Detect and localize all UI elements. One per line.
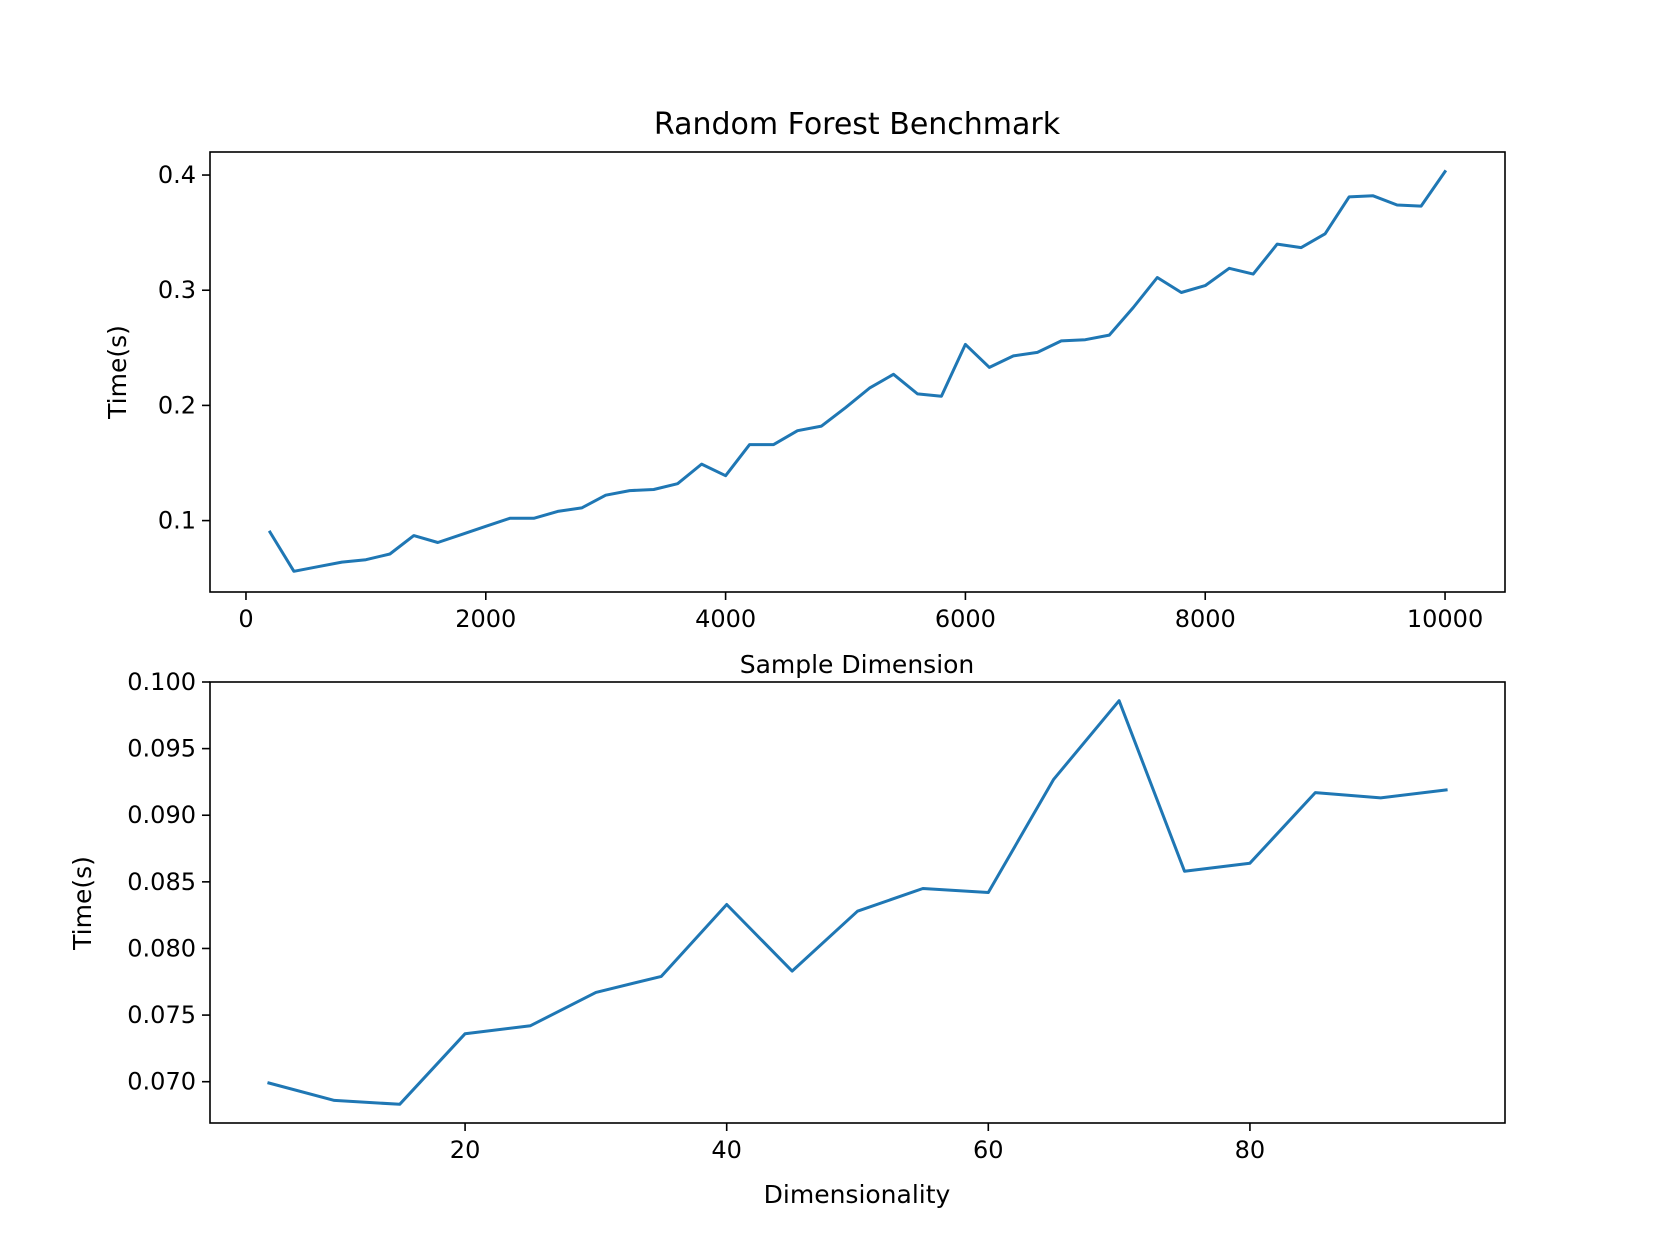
tick-labels: 0 2000 4000 6000 8000 10000 0.1 0.2 0.3 0.4 bbox=[158, 161, 1483, 633]
y-tick-label: 0.070 bbox=[127, 1068, 196, 1096]
x-tick-label: 60 bbox=[973, 1136, 1004, 1164]
x-tick-label: 0 bbox=[238, 605, 253, 633]
y-tick-label: 0.1 bbox=[158, 507, 196, 535]
sample-dimension-plot: Random Forest Benchmark 0 2000 4000 6000 800… bbox=[103, 107, 1506, 679]
x-tick-label: 40 bbox=[711, 1136, 742, 1164]
x-tick-label: 10000 bbox=[1407, 605, 1483, 633]
y-tick-label: 0.075 bbox=[127, 1001, 196, 1029]
y-tick-label: 0.100 bbox=[127, 668, 196, 696]
y-tick-label: 0.080 bbox=[127, 934, 196, 962]
y-tick-label: 0.2 bbox=[158, 391, 196, 419]
y-tick-label: 0.085 bbox=[127, 868, 196, 896]
plot-frame bbox=[209, 151, 1506, 593]
timing-line bbox=[267, 169, 1448, 573]
y-tick-label: 0.3 bbox=[158, 276, 196, 304]
x-tick-label: 6000 bbox=[935, 605, 996, 633]
chart-title: Random Forest Benchmark bbox=[654, 107, 1061, 142]
tick-labels: 20 40 60 80 0.070 0.075 0.080 0.085 0.090 0.095 0.… bbox=[127, 668, 1265, 1164]
y-axis-label: Time(s) bbox=[68, 856, 97, 951]
x-tick-label: 8000 bbox=[1175, 605, 1236, 633]
axis-ticks bbox=[202, 681, 1251, 1131]
axis-ticks bbox=[202, 174, 1446, 600]
timing-line bbox=[267, 699, 1448, 1106]
dimensionality-plot: 20 40 60 80 0.070 0.075 0.080 0.085 0.090 0.095 0.… bbox=[68, 668, 1506, 1209]
x-tick-label: 4000 bbox=[695, 605, 756, 633]
y-tick-label: 0.095 bbox=[127, 735, 196, 763]
x-axis-label: Sample Dimension bbox=[740, 650, 975, 679]
x-tick-label: 80 bbox=[1235, 1136, 1266, 1164]
x-tick-label: 20 bbox=[450, 1136, 481, 1164]
x-tick-label: 2000 bbox=[455, 605, 516, 633]
y-tick-label: 0.4 bbox=[158, 161, 196, 189]
y-axis-label: Time(s) bbox=[103, 325, 132, 420]
plot-frame bbox=[209, 681, 1506, 1124]
y-tick-label: 0.090 bbox=[127, 801, 196, 829]
x-axis-label: Dimensionality bbox=[764, 1180, 951, 1209]
